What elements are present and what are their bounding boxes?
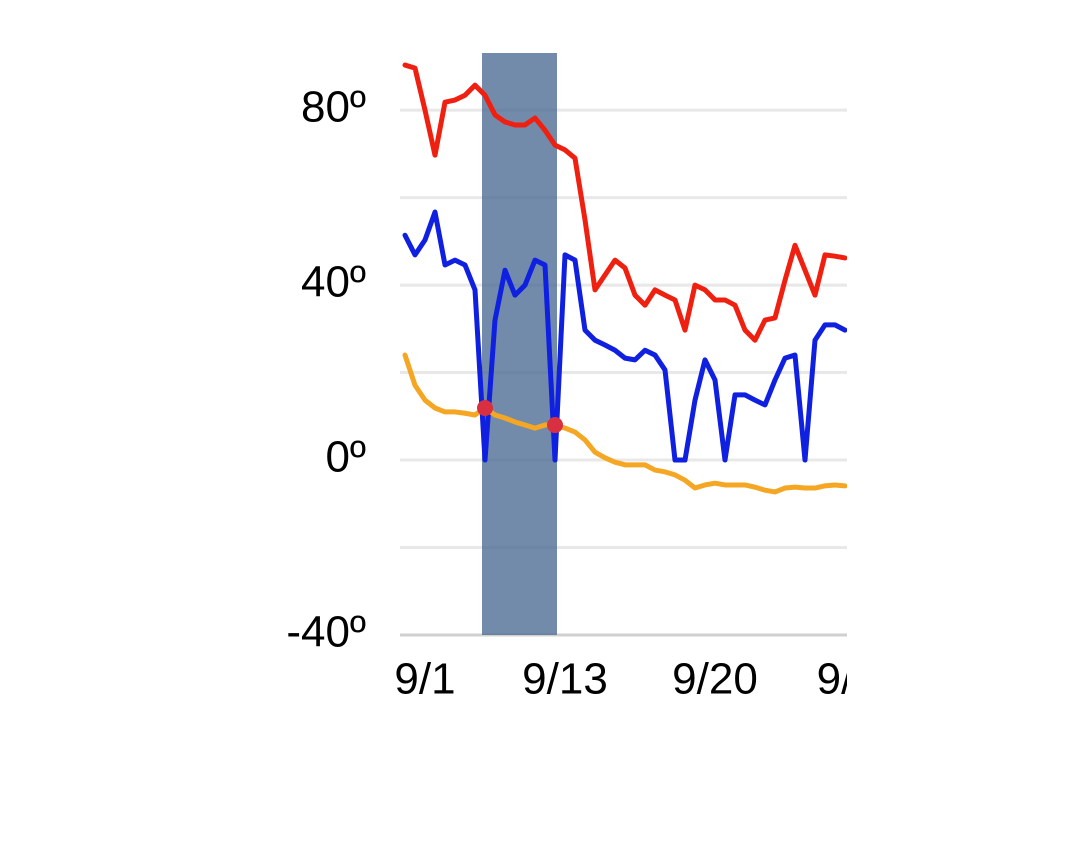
y-tick-label: 0º xyxy=(325,433,366,482)
marker xyxy=(477,399,493,416)
x-tick-label: 9/1 xyxy=(394,655,455,704)
line-series xyxy=(402,352,847,495)
x-tick-label: 9/ xyxy=(817,655,854,704)
x-axis: 9/1 9/13 9/20 9/ xyxy=(394,655,854,704)
line-series xyxy=(402,209,847,463)
y-tick-label: 40º xyxy=(301,258,366,307)
y-tick-label: 80º xyxy=(301,83,366,132)
x-tick-label: 9/20 xyxy=(672,655,758,704)
plot-area xyxy=(400,53,847,637)
x-tick-label: 9/13 xyxy=(522,655,608,704)
line-series xyxy=(402,62,847,343)
marker xyxy=(547,417,563,434)
y-tick-label: -40º xyxy=(286,608,366,657)
